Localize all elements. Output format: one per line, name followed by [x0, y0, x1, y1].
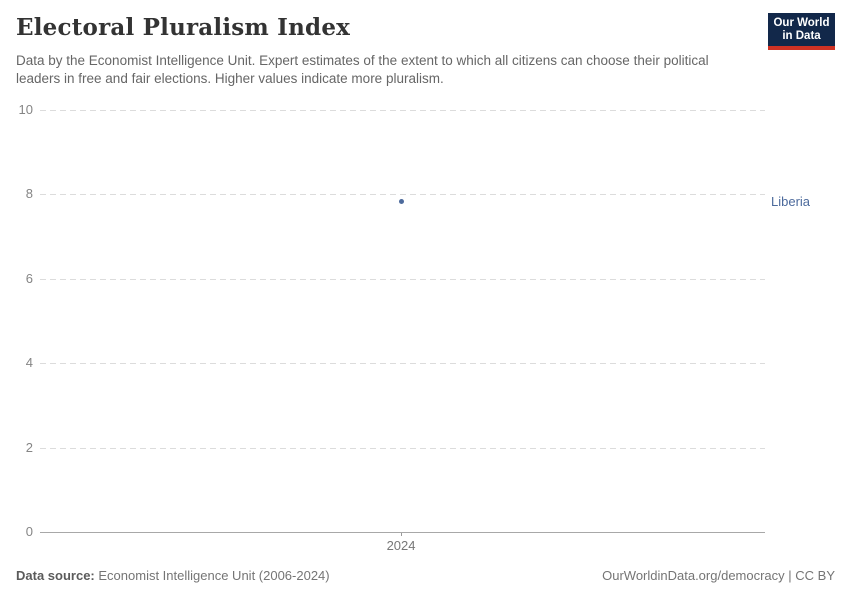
y-axis-tick-label: 4 [25, 355, 33, 371]
page-title: Electoral Pluralism Index [16, 14, 351, 41]
y-gridline [40, 363, 765, 365]
license-link[interactable]: OurWorldinData.org/democracy | CC BY [602, 568, 835, 583]
y-axis-tick-label: 8 [25, 186, 33, 202]
owid-logo-line1: Our World [773, 16, 830, 29]
owid-logo[interactable]: Our World in Data [768, 13, 835, 50]
owid-logo-line2: in Data [782, 29, 821, 42]
data-source-label: Data source: [16, 568, 95, 583]
plot-area: Liberia 2024 0 2 4 6 8 10 [19, 103, 811, 554]
x-axis-tick [401, 532, 403, 536]
x-axis-line [40, 532, 765, 533]
y-axis-tick-label: 2 [25, 439, 33, 455]
y-axis-tick-label: 10 [18, 102, 33, 117]
y-gridline [40, 110, 765, 111]
y-gridline [40, 194, 765, 196]
entity-label-liberia[interactable]: Liberia [771, 193, 811, 209]
data-source-note: Data source: Economist Intelligence Unit… [16, 568, 330, 583]
y-axis-tick-label: 0 [25, 524, 33, 539]
data-source-value: Economist Intelligence Unit (2006-2024) [98, 568, 330, 583]
x-axis-tick-label: 2024 [386, 538, 416, 553]
y-gridline [40, 278, 765, 280]
chart-footer: Data source: Economist Intelligence Unit… [16, 568, 835, 583]
y-axis-tick-label: 6 [25, 270, 33, 286]
data-point-liberia[interactable] [398, 199, 404, 205]
chart-subtitle: Data by the Economist Intelligence Unit.… [16, 53, 709, 86]
y-gridline [40, 447, 765, 449]
